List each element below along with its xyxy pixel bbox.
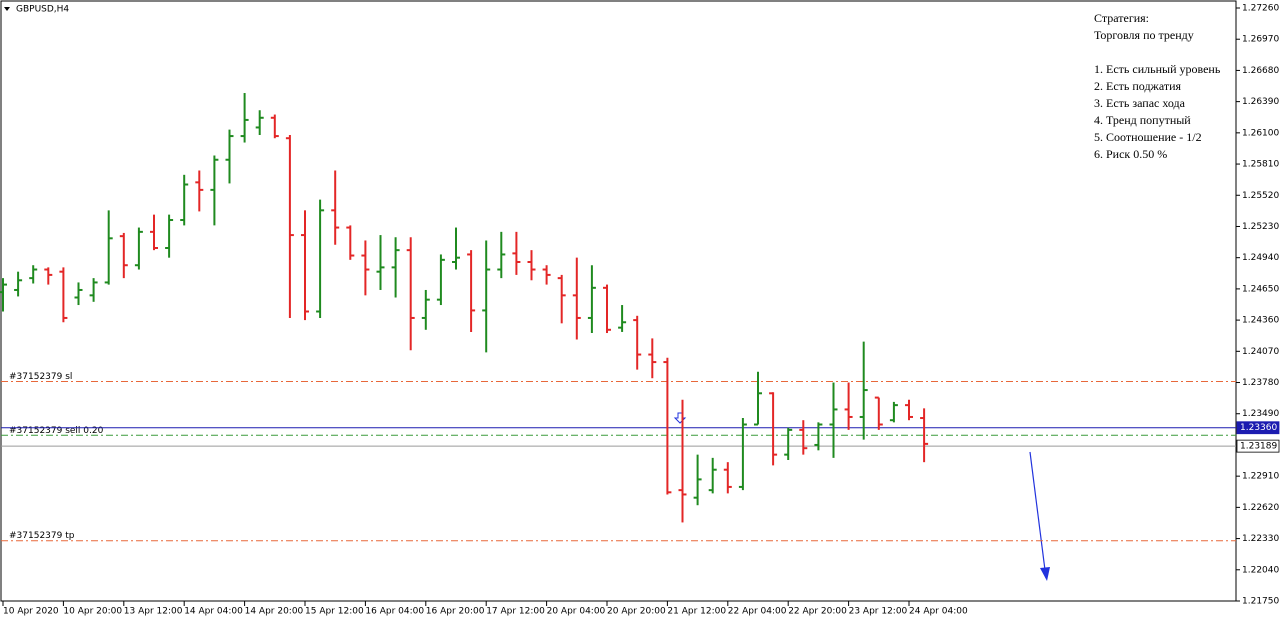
y-tick-label: 1.22040 <box>1242 565 1279 575</box>
strategy-note: 1. Есть сильный уровень <box>1094 62 1221 76</box>
y-tick-label: 1.27260 <box>1242 4 1279 14</box>
y-tick-label: 1.26680 <box>1242 66 1279 76</box>
y-tick-label: 1.22620 <box>1242 503 1279 513</box>
y-tick-label: 1.26970 <box>1242 35 1279 45</box>
trade-level-label: #37152379 sl <box>9 372 72 382</box>
x-tick-label: 13 Apr 12:00 <box>124 607 183 617</box>
x-tick-label: 14 Apr 04:00 <box>184 607 243 617</box>
x-tick-label: 16 Apr 20:00 <box>426 607 485 617</box>
y-tick-label: 1.23780 <box>1242 378 1279 388</box>
annotation-arrow <box>1029 451 1047 579</box>
trade-level-label: #37152379 sell 0.20 <box>9 426 104 436</box>
x-tick-label: 23 Apr 12:00 <box>849 607 908 617</box>
strategy-note: 5. Соотношение - 1/2 <box>1094 130 1202 144</box>
chart-title: GBPUSD,H4 <box>16 5 69 15</box>
y-tick-label: 1.21750 <box>1242 597 1279 607</box>
x-tick-label: 20 Apr 04:00 <box>547 607 606 617</box>
x-tick-label: 14 Apr 20:00 <box>245 607 304 617</box>
x-tick-label: 16 Apr 04:00 <box>365 607 424 617</box>
y-tick-label: 1.26390 <box>1242 97 1279 107</box>
y-tick-label: 1.23490 <box>1242 409 1279 419</box>
x-tick-label: 24 Apr 04:00 <box>909 607 968 617</box>
plot-area <box>0 0 1237 602</box>
strategy-note: 4. Тренд попутный <box>1094 113 1191 127</box>
x-tick-label: 10 Apr 2020 <box>3 607 59 617</box>
price-label: 1.23360 <box>1240 423 1277 433</box>
x-tick-label: 20 Apr 20:00 <box>607 607 666 617</box>
y-tick-label: 1.24650 <box>1242 284 1279 294</box>
price-label: 1.23189 <box>1240 442 1277 452</box>
x-tick-label: 10 Apr 20:00 <box>63 607 122 617</box>
x-tick-label: 15 Apr 12:00 <box>305 607 364 617</box>
x-tick-label: 21 Apr 12:00 <box>667 607 726 617</box>
x-tick-label: 22 Apr 20:00 <box>788 607 847 617</box>
strategy-note: 6. Риск 0.50 % <box>1094 147 1167 161</box>
y-tick-label: 1.25520 <box>1242 191 1279 201</box>
strategy-note: 3. Есть запас хода <box>1094 96 1186 110</box>
y-tick-label: 1.24070 <box>1242 347 1279 357</box>
price-label-box <box>1236 439 1280 453</box>
annotation-arrowhead <box>1040 567 1050 581</box>
strategy-note: 2. Есть поджатия <box>1094 79 1182 93</box>
strategy-note: Торговля по тренду <box>1094 28 1194 42</box>
strategy-note: Стратегия: <box>1094 11 1149 25</box>
y-tick-label: 1.25810 <box>1242 160 1279 170</box>
price-label-box <box>1236 421 1280 435</box>
x-tick-label: 22 Apr 04:00 <box>728 607 787 617</box>
y-tick-label: 1.24360 <box>1242 316 1279 326</box>
trade-level-label: #37152379 tp <box>9 531 75 541</box>
y-tick-label: 1.25230 <box>1242 222 1279 232</box>
x-tick-label: 17 Apr 12:00 <box>486 607 545 617</box>
menu-triangle <box>4 7 10 11</box>
y-tick-label: 1.22910 <box>1242 472 1279 482</box>
y-tick-label: 1.22330 <box>1242 534 1279 544</box>
y-tick-label: 1.26100 <box>1242 128 1279 138</box>
y-tick-label: 1.24940 <box>1242 253 1279 263</box>
